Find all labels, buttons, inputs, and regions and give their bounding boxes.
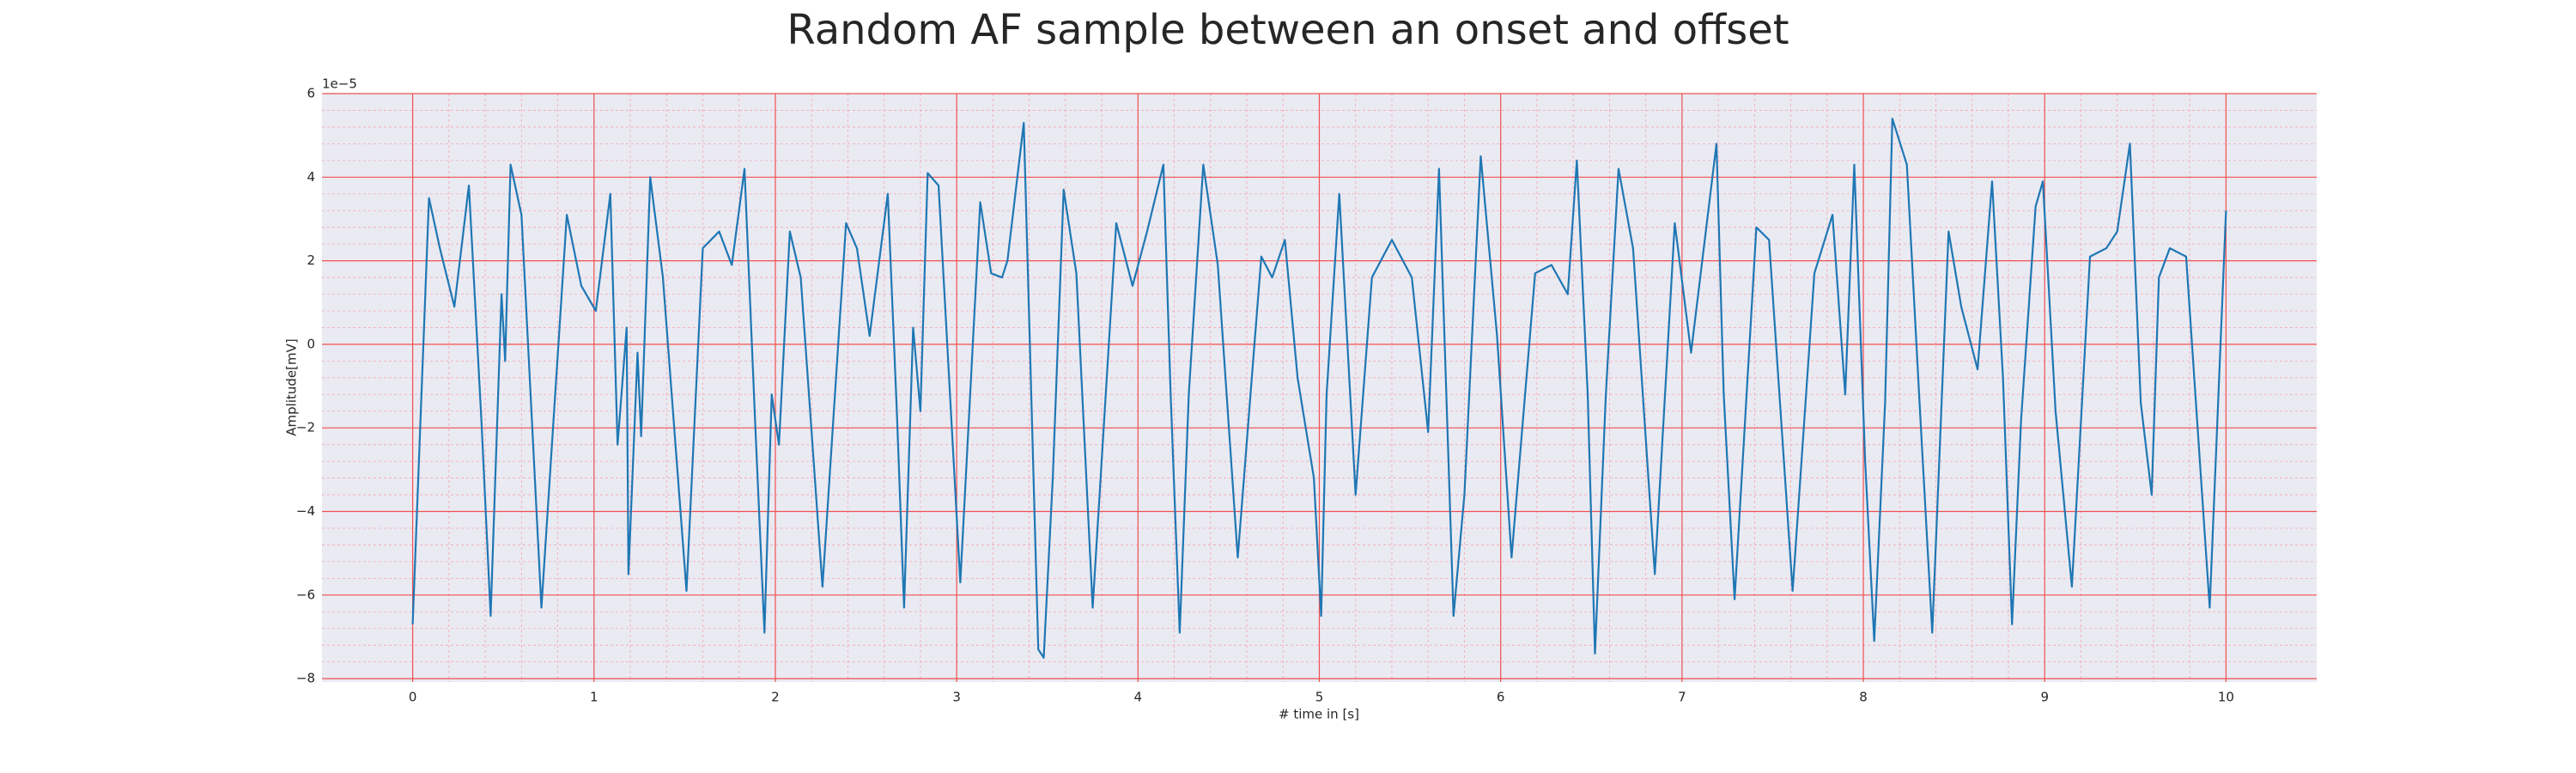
y-axis-label: Amplitude[mV] [284,338,300,435]
x-tick-label: 2 [771,690,780,705]
line [411,118,2227,659]
y-tick-label: −6 [296,587,315,602]
y-tick-label: 6 [307,86,315,101]
x-tick-label: 3 [952,690,961,705]
y-tick-label: 0 [307,336,315,351]
y-tick-label: 2 [307,253,315,268]
y-tick-label: −4 [296,503,315,519]
x-tick-label: 7 [1678,690,1686,705]
x-tick-label: 4 [1134,690,1143,705]
y-tick-label: −8 [296,671,315,686]
x-tick-label: 6 [1497,690,1505,705]
y-offset-label: 1e−5 [322,76,357,92]
x-tick-label: 1 [590,690,598,705]
marks [411,118,2227,659]
x-axis-label: # time in [s] [1279,707,1359,722]
x-tick-label: 9 [2040,690,2049,705]
x-tick-label: 0 [409,690,417,705]
x-tick-label: 8 [1859,690,1868,705]
grid [322,93,2317,682]
y-tick-label: −2 [296,420,315,435]
y-tick-label: 4 [307,169,315,185]
chart-title: Random AF sample between an onset and of… [787,6,1789,54]
x-tick-label: 10 [2218,690,2234,705]
x-tick-label: 5 [1315,690,1324,705]
